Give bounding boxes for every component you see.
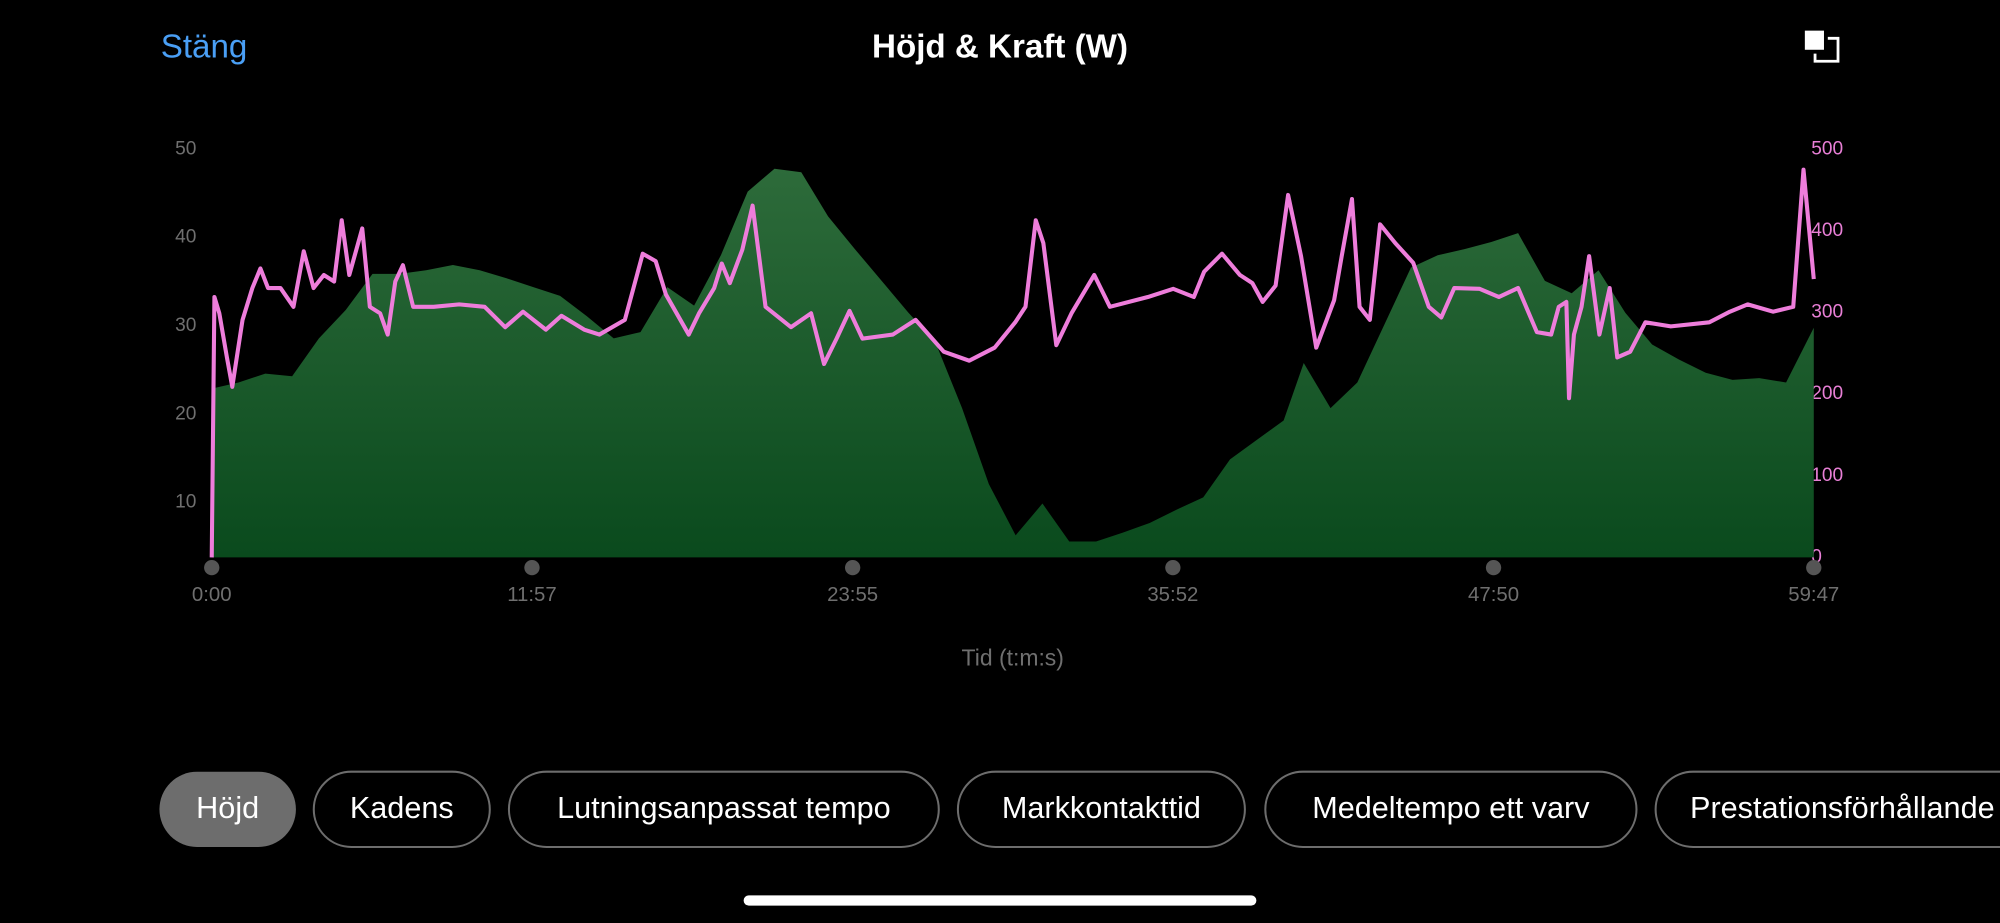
tab-pill[interactable] [1654,770,2000,848]
x-tick-label: 35:52 [1147,584,1198,606]
y2-tick-label: 500 [1811,138,1843,159]
rotate-icon[interactable] [1804,30,1840,63]
x-tick-mark [1806,559,1822,576]
home-indicator [743,895,1257,906]
x-tick-mark [844,559,861,576]
x-tick-label: 23:55 [827,584,878,606]
power-line [209,167,1816,558]
x-tick-label: 0:00 [192,584,232,606]
x-axis-label: Tid (t:m:s) [962,645,1064,671]
tab-pill[interactable] [159,771,296,847]
elevation-area [211,168,1814,558]
tab-bar: Höjd Kadens Lutningsanpassat tempo Markkont… [159,770,2000,848]
x-tick-mark [1165,559,1181,576]
y2-tick-label: 100 [1811,465,1843,486]
y2-tick-label: 200 [1811,383,1843,404]
tab-label[interactable]: Höjd [196,791,259,825]
tab-pill[interactable] [1264,770,1638,848]
x-tick-label: 11:57 [507,584,557,606]
x-tick-mark [204,559,220,576]
y-tick-label: 50 [175,138,196,159]
x-tick-label: 47:50 [1468,584,1519,606]
tab-label[interactable]: Kadens [350,791,454,825]
tab-pill[interactable] [956,770,1246,848]
tab-label[interactable]: Prestationsförhållande [1690,791,1995,825]
y2-tick-label: 0 [1811,546,1822,567]
screen-title: Höjd & Kraft (W) [872,28,1128,65]
y2-tick-label: 300 [1811,302,1843,323]
y-tick-label: 20 [175,403,196,424]
tab-label[interactable]: Medeltempo ett varv [1312,791,1590,825]
x-tick-mark [1485,559,1502,576]
y-tick-label: 30 [175,315,196,336]
y-tick-label: 10 [175,492,196,513]
tab-pill[interactable] [312,770,491,848]
y-tick-label: 40 [175,227,196,248]
tab-label[interactable]: Markkontakttid [1002,791,1201,825]
tab-label[interactable]: Lutningsanpassat tempo [557,791,891,825]
x-tick-label: 59:47 [1788,584,1839,606]
close-button[interactable]: Stäng [161,28,248,65]
tab-pill[interactable] [507,770,940,848]
y2-tick-label: 400 [1811,220,1843,241]
x-tick-mark [524,559,540,576]
